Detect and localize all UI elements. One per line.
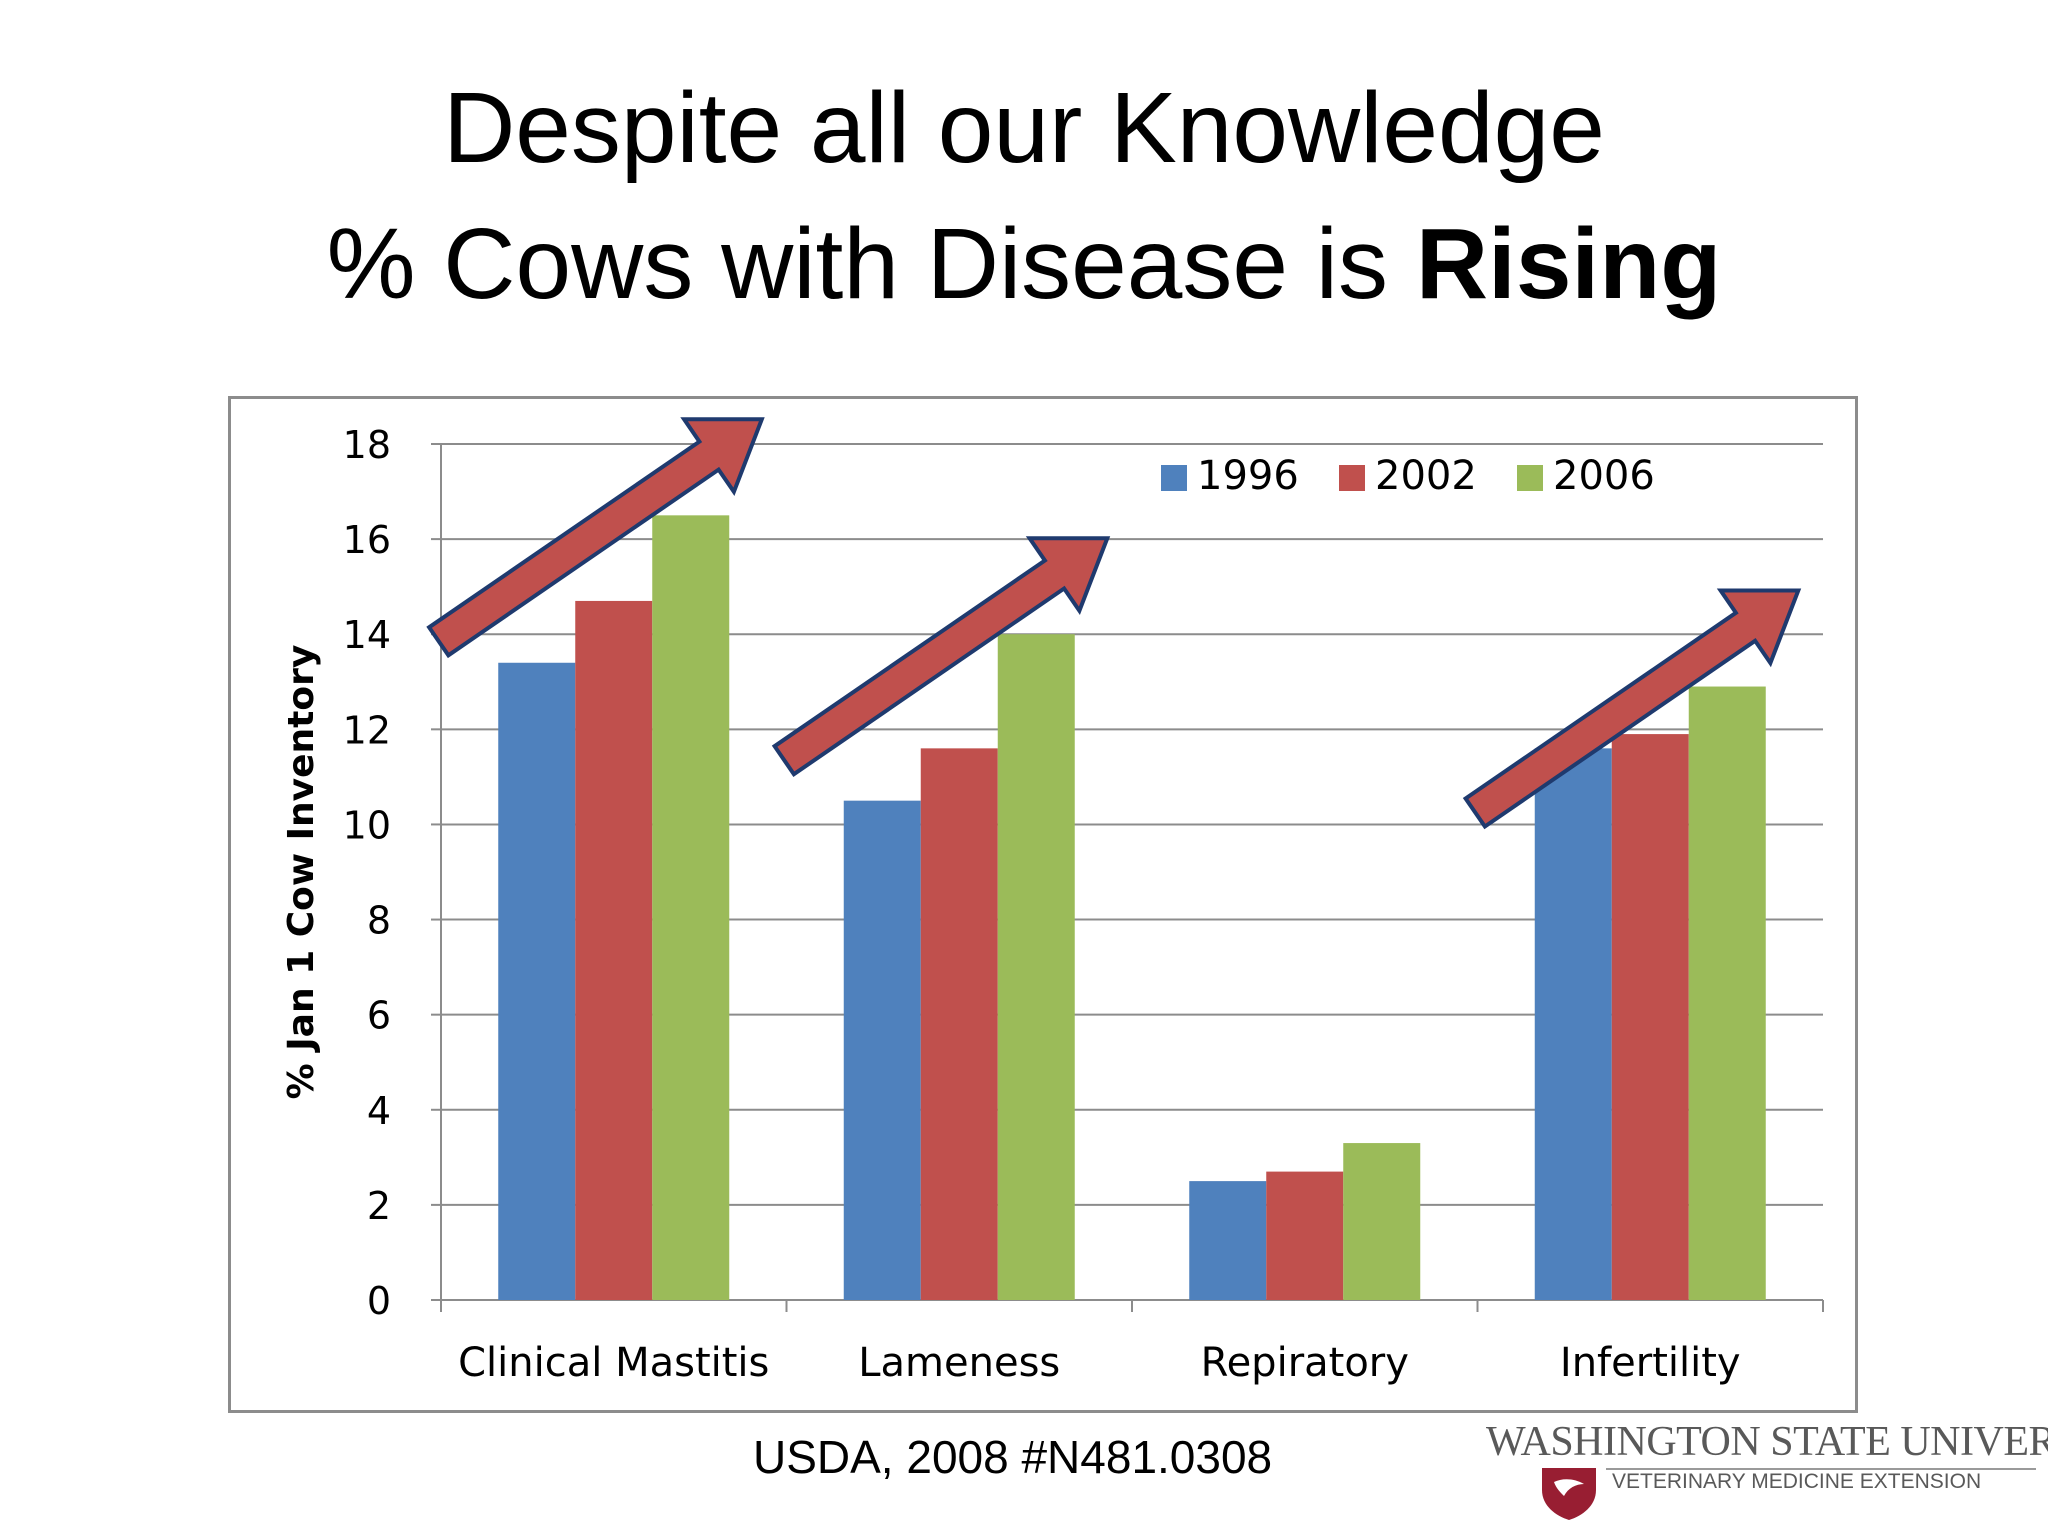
y-tick-label: 0 (367, 1279, 391, 1323)
legend-swatch (1161, 465, 1187, 491)
title-line-2-prefix: % Cows with Disease is (326, 208, 1416, 320)
title-line-1: Despite all our Knowledge (443, 72, 1605, 184)
title-line-2: % Cows with Disease is Rising (0, 196, 2048, 332)
y-tick-label: 16 (343, 518, 391, 562)
legend-swatch (1339, 465, 1365, 491)
y-tick-label: 10 (343, 803, 391, 847)
y-tick-label: 4 (367, 1089, 391, 1133)
logo-subtitle: VETERINARY MEDICINE EXTENSION (1612, 1470, 1982, 1493)
y-tick-label: 8 (367, 899, 391, 943)
y-tick-label: 2 (367, 1184, 391, 1228)
y-tick-label: 14 (343, 613, 391, 657)
legend-label: 2002 (1375, 453, 1477, 499)
rising-arrow (426, 417, 765, 659)
rising-arrow (1462, 588, 1802, 830)
y-tick-label: 18 (343, 423, 391, 467)
x-category-label: Repiratory (1201, 1340, 1409, 1386)
source-citation: USDA, 2008 #N481.0308 (753, 1431, 1273, 1483)
bar-1996 (843, 800, 921, 1300)
bar-1996 (498, 662, 576, 1300)
bar-1996 (1534, 748, 1612, 1300)
bar-2002 (575, 600, 653, 1300)
bar-2006 (1343, 1143, 1421, 1300)
bar-2002 (920, 748, 998, 1300)
legend-swatch (1517, 465, 1543, 491)
logo-rule (1606, 1468, 2036, 1470)
x-category-label: Lameness (858, 1340, 1060, 1386)
rising-arrow (771, 536, 1111, 777)
x-category-label: Clinical Mastitis (458, 1340, 769, 1386)
legend-label: 1996 (1197, 453, 1299, 499)
bar-chart: 0 2 4 6 8 10 12 14 16 18 Clinical Mastitis Lameness… (281, 417, 1824, 1386)
slide-title: Despite all our Knowledge % Cows with Di… (0, 60, 2048, 332)
bar-2006 (652, 515, 730, 1300)
y-axis-title: % Jan 1 Cow Inventory (281, 645, 322, 1100)
bar-2006 (1688, 686, 1766, 1300)
bar-2006 (997, 634, 1075, 1300)
bar-2002 (1266, 1171, 1344, 1300)
y-tick-label: 6 (367, 994, 391, 1038)
x-category-label: Infertility (1560, 1340, 1741, 1386)
logo-university-name: WASHINGTON STATE UNIVERSITY (1486, 1419, 2048, 1465)
wsu-logo: WASHINGTON STATE UNIVERSITY VETERINARY M… (1486, 1418, 2048, 1520)
bar-1996 (1189, 1181, 1267, 1300)
legend-label: 2006 (1553, 453, 1655, 499)
title-emphasis: Rising (1415, 208, 1722, 320)
y-tick-label: 12 (343, 708, 391, 752)
shield-icon (1542, 1468, 1596, 1520)
chart-frame: 0 2 4 6 8 10 12 14 16 18 Clinical Mastitis Lameness… (228, 396, 1858, 1413)
bar-2002 (1611, 734, 1689, 1300)
